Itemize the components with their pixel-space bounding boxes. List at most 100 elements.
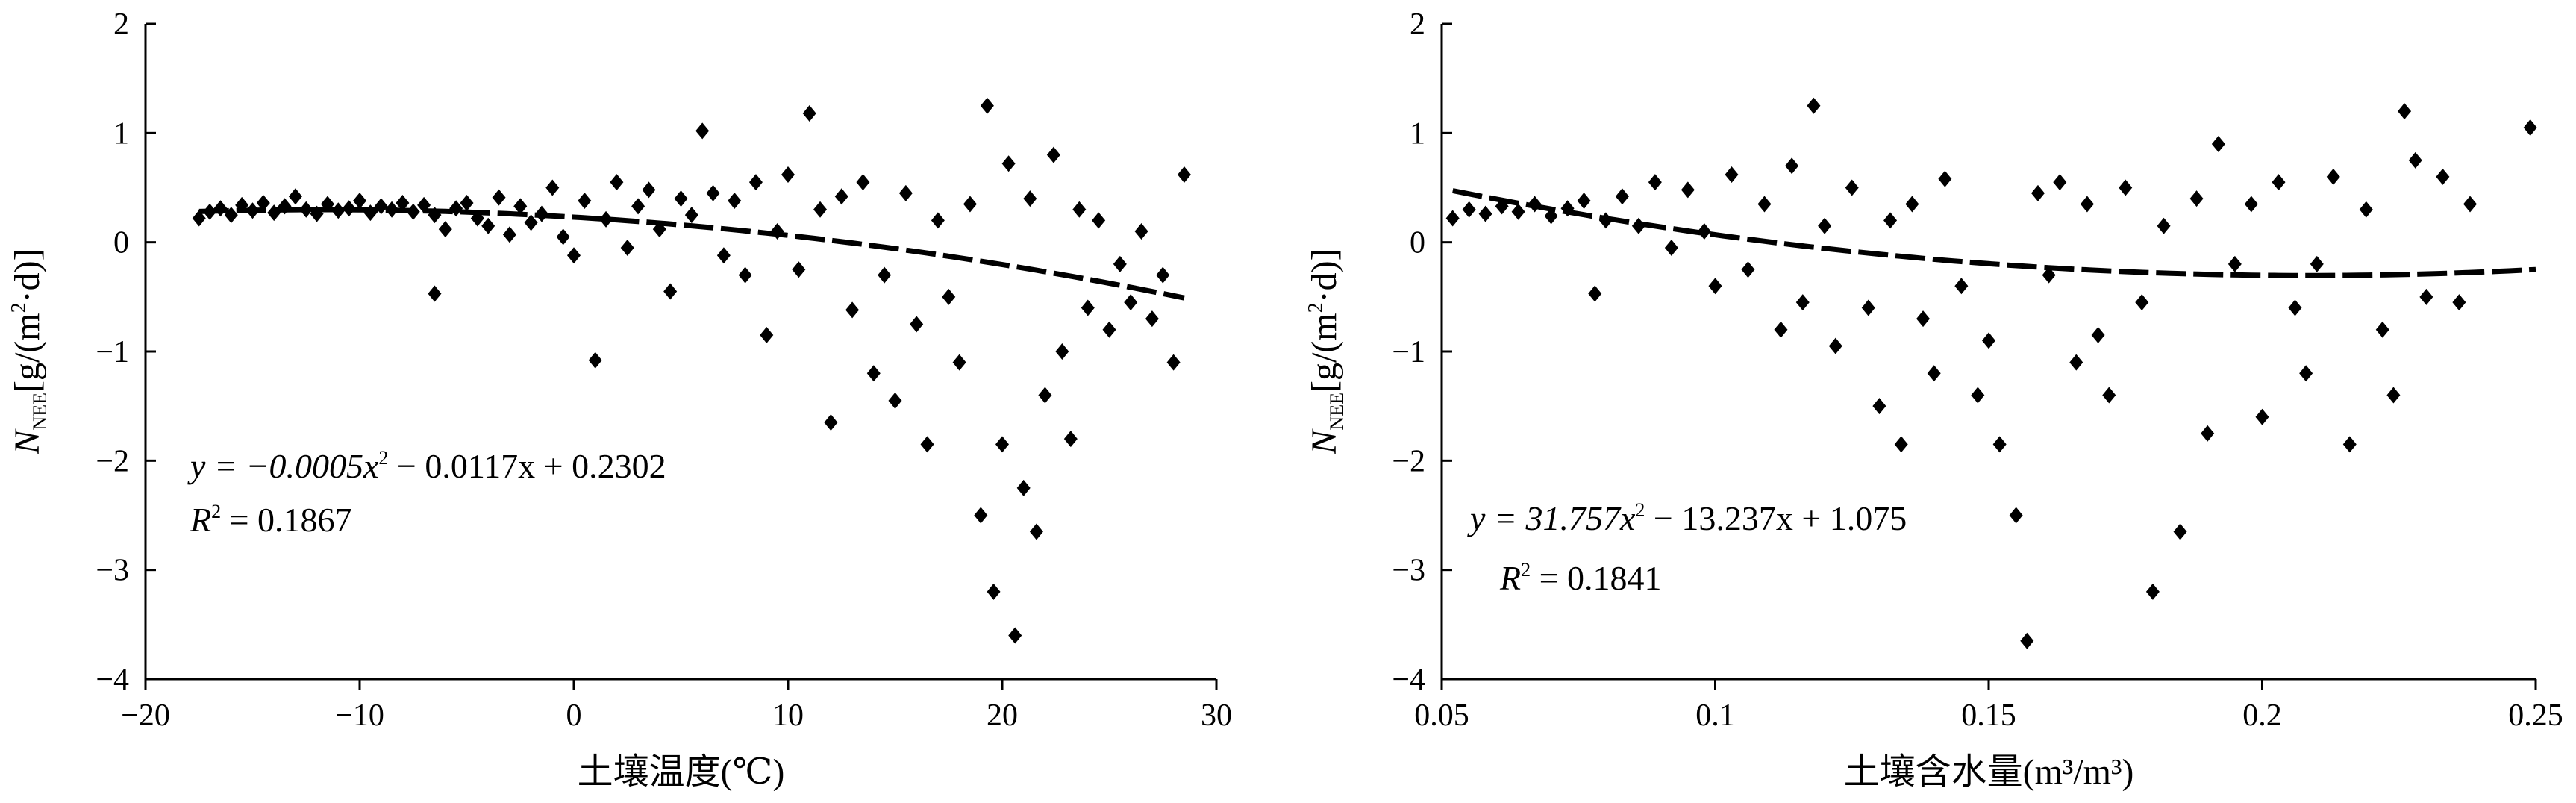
scatter-point bbox=[845, 301, 860, 319]
scatter-point bbox=[2173, 523, 2187, 540]
scatter-point bbox=[2189, 190, 2204, 207]
scatter-point bbox=[460, 194, 474, 211]
scatter-point bbox=[2228, 255, 2242, 272]
x-tick-label: 0.05 bbox=[1414, 699, 1469, 733]
scatter-point bbox=[556, 228, 570, 246]
scatter-point bbox=[1795, 294, 1810, 311]
y-tick-label: 0 bbox=[113, 226, 129, 260]
scatter-point bbox=[1708, 278, 1722, 295]
scatter-point bbox=[1102, 321, 1116, 338]
scatter-point bbox=[1016, 479, 1031, 496]
x-tick-label: 10 bbox=[772, 699, 804, 733]
x-tick-label: 20 bbox=[987, 699, 1018, 733]
y-label-unit-post: ·d)] bbox=[7, 249, 47, 302]
fit-curve bbox=[198, 207, 1185, 301]
scatter-point bbox=[2272, 174, 2286, 191]
y-tick-label: −3 bbox=[1392, 554, 1425, 588]
scatter-point bbox=[1905, 196, 1919, 213]
scatter-point bbox=[2398, 103, 2412, 120]
scatter-point bbox=[728, 193, 742, 210]
scatter-point bbox=[2523, 119, 2537, 137]
scatter-point bbox=[1615, 188, 1629, 205]
x-tick-label: 0.15 bbox=[1961, 699, 2016, 733]
scatter-point bbox=[1872, 398, 1886, 415]
equation-moisture: y = 31.757x2 − 13.237x + 1.075 bbox=[1467, 499, 1907, 537]
y-tick-label: −1 bbox=[1392, 335, 1425, 369]
scatter-point bbox=[2386, 387, 2401, 404]
scatter-point bbox=[1894, 436, 1908, 453]
scatter-point bbox=[684, 207, 698, 224]
scatter-point bbox=[716, 247, 731, 264]
x-axis-label-temperature: 土壤温度(℃) bbox=[578, 752, 785, 792]
scatter-point bbox=[952, 354, 966, 371]
scatter-point bbox=[2145, 583, 2160, 600]
scatter-point bbox=[2102, 387, 2116, 404]
scatter-point bbox=[642, 181, 656, 199]
scatter-point bbox=[567, 247, 581, 264]
scatter-point bbox=[1462, 201, 1476, 218]
scatter-point bbox=[2031, 184, 2045, 201]
scatter-point bbox=[995, 436, 1009, 453]
y-axis-label-moisture: NNEE[g/(m2·d)] bbox=[1304, 249, 1348, 454]
y-label-unit-sup: 2 bbox=[7, 302, 31, 313]
scatter-point bbox=[2069, 354, 2083, 371]
scatter-point bbox=[481, 217, 495, 234]
y-tick-label: 1 bbox=[113, 116, 129, 151]
y-tick-label: 2 bbox=[113, 7, 129, 42]
scatter-point bbox=[1008, 627, 1022, 644]
r-squared-temperature: R2 = 0.1867 bbox=[190, 501, 352, 539]
scatter-point bbox=[1681, 181, 1695, 199]
scatter-point bbox=[1029, 523, 1043, 540]
scatter-point bbox=[1927, 365, 1941, 382]
scatter-point bbox=[396, 194, 410, 211]
scatter-point bbox=[1648, 174, 1662, 191]
scatter-point bbox=[2020, 632, 2034, 649]
y-label-unit-post: ·d)] bbox=[1304, 249, 1344, 302]
y-label-main: N bbox=[1304, 428, 1344, 455]
equation-temperature: y = −0.0005x2 − 0.0117x + 0.2302 bbox=[187, 447, 666, 485]
scatter-point bbox=[588, 351, 602, 369]
scatter-point bbox=[1818, 217, 1832, 234]
scatter-point bbox=[760, 327, 774, 344]
scatter-point bbox=[2463, 196, 2477, 213]
scatter-point bbox=[802, 104, 816, 122]
scatter-point bbox=[524, 214, 538, 231]
scatter-point bbox=[1081, 299, 1095, 316]
scatter-point bbox=[2135, 294, 2149, 311]
scatter-point bbox=[2326, 168, 2340, 185]
y-tick-label: 1 bbox=[1410, 116, 1425, 151]
ticks-temperature: 210−1−2−3−4−20 −10 0 10 20 30 bbox=[96, 7, 1232, 733]
scatter-point bbox=[974, 507, 988, 524]
scatter-point bbox=[578, 193, 592, 210]
scatter-point bbox=[1807, 97, 1821, 114]
scatter-point bbox=[706, 184, 720, 201]
scatter-point bbox=[1938, 170, 1952, 187]
scatter-point bbox=[663, 283, 678, 300]
scatter-point bbox=[931, 212, 945, 229]
scatter-point bbox=[2436, 168, 2450, 185]
x-tick-label: −10 bbox=[335, 699, 384, 733]
y-label-unit-sup: 2 bbox=[1304, 302, 1328, 313]
scatter-point bbox=[910, 316, 924, 333]
scatter-point bbox=[2288, 299, 2302, 316]
scatter-point bbox=[2299, 365, 2313, 382]
x-axis-label-moisture: 土壤含水量(m³/m³) bbox=[1844, 752, 2134, 792]
scatter-point bbox=[1785, 157, 1799, 175]
scatter-point bbox=[513, 198, 528, 215]
scatter-point bbox=[695, 122, 710, 140]
scatter-point bbox=[1063, 431, 1078, 448]
scatter-point bbox=[1577, 193, 1591, 210]
scatter-point bbox=[980, 97, 994, 114]
y-tick-label: 2 bbox=[1410, 7, 1425, 42]
scatter-point bbox=[2452, 294, 2466, 311]
scatter-point bbox=[1478, 205, 1492, 222]
scatter-point bbox=[288, 188, 302, 205]
scatter-point bbox=[1001, 155, 1016, 172]
scatter-point bbox=[631, 198, 645, 215]
scatter-point bbox=[1145, 310, 1159, 328]
scatter-point bbox=[1124, 294, 1138, 311]
scatter-point bbox=[1741, 261, 1755, 278]
y-tick-label: −1 bbox=[96, 335, 129, 369]
scatter-point bbox=[610, 174, 624, 191]
